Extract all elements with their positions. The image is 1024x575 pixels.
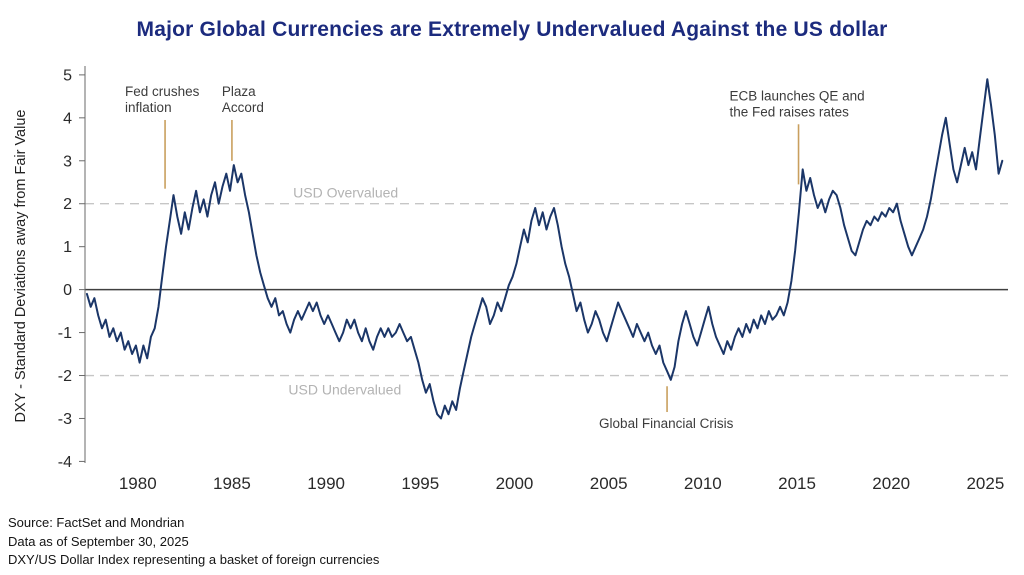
- x-tick-label: 2025: [966, 474, 1004, 493]
- x-tick-label: 1990: [307, 474, 345, 493]
- y-tick-label: -4: [58, 454, 72, 471]
- footer-definition-line: DXY/US Dollar Index representing a baske…: [8, 552, 380, 567]
- x-tick-label: 2005: [590, 474, 628, 493]
- y-tick-label: 3: [63, 153, 72, 170]
- x-tick-label: 1980: [119, 474, 157, 493]
- band-label: USD Undervalued: [288, 382, 401, 398]
- x-tick-label: 2020: [872, 474, 910, 493]
- fed-crushes-inflation-label: Fed crushes: [125, 84, 200, 99]
- ecb-qe-fed-hikes-label: the Fed raises rates: [730, 104, 850, 119]
- x-tick-label: 1985: [213, 474, 251, 493]
- dxy-series-line: [85, 78, 1004, 420]
- global-financial-crisis-label: Global Financial Crisis: [599, 416, 734, 431]
- ecb-qe-fed-hikes-label: ECB launches QE and: [730, 88, 865, 103]
- y-tick-label: 2: [63, 196, 72, 213]
- fed-crushes-inflation-label: inflation: [125, 100, 172, 115]
- chart-title: Major Global Currencies are Extremely Un…: [136, 18, 888, 41]
- y-tick-label: 0: [63, 282, 72, 299]
- x-tick-label: 2000: [496, 474, 534, 493]
- y-tick-label: -1: [58, 325, 72, 342]
- x-tick-label: 1995: [401, 474, 439, 493]
- source-footer: Source: FactSet and Mondrian Data as of …: [8, 514, 379, 570]
- plaza-accord-label: Accord: [222, 100, 264, 115]
- footer-source-line: Source: FactSet and Mondrian: [8, 515, 185, 530]
- plaza-accord-label: Plaza: [222, 84, 256, 99]
- y-tick-label: 1: [63, 239, 72, 256]
- y-tick-label: -2: [58, 368, 72, 385]
- y-axis-title: DXY - Standard Deviations away from Fair…: [13, 110, 29, 423]
- x-tick-label: 2010: [684, 474, 722, 493]
- band-label: USD Overvalued: [293, 185, 398, 201]
- x-tick-label: 2015: [778, 474, 816, 493]
- y-tick-label: 5: [63, 67, 72, 84]
- y-tick-label: 4: [63, 110, 72, 127]
- y-tick-label: -3: [58, 411, 72, 428]
- dxy-chart: DXY - Standard Deviations away from Fair…: [13, 66, 1008, 493]
- footer-date-line: Data as of September 30, 2025: [8, 533, 189, 549]
